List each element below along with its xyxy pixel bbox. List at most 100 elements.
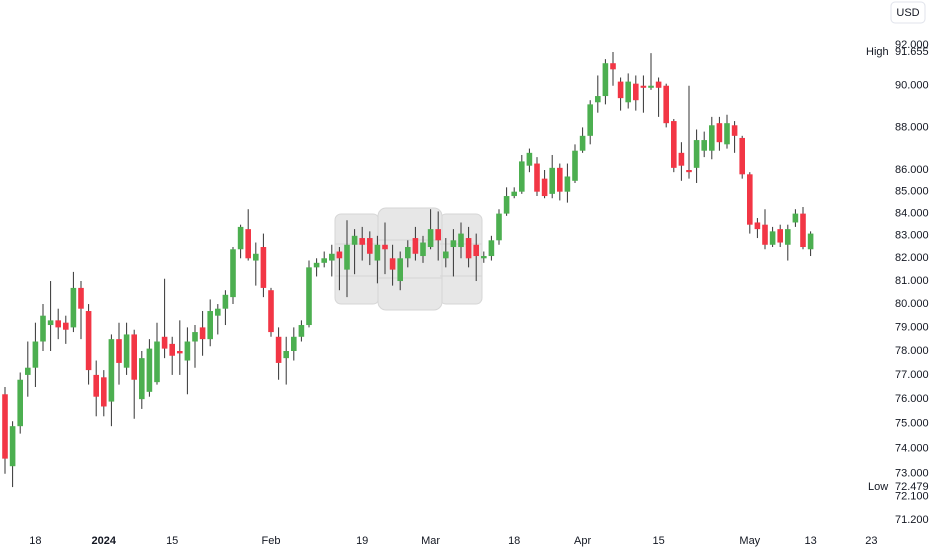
candle-body: [131, 334, 137, 380]
candle-body: [291, 336, 297, 351]
candle-body: [541, 178, 548, 197]
currency-button-box[interactable]: [890, 1, 926, 24]
candle-body: [709, 125, 715, 151]
candle-body: [245, 229, 251, 259]
candle-body: [754, 222, 761, 230]
currency-label[interactable]: USD: [896, 7, 919, 19]
candle-body: [777, 229, 783, 243]
candle-body: [374, 244, 381, 261]
candle-body: [731, 125, 738, 136]
high-value: 91.655: [895, 46, 929, 58]
candle-body: [268, 290, 274, 333]
candle-body: [177, 350, 183, 354]
candle-body: [25, 367, 31, 375]
candle-body: [222, 294, 229, 309]
y-tick-label: 75.000: [895, 418, 929, 430]
candle-body: [671, 121, 677, 168]
y-tick-label: 73.000: [895, 468, 929, 480]
watermark: [334, 207, 483, 311]
candle-body: [32, 341, 39, 368]
currency-button[interactable]: USD: [890, 1, 926, 24]
y-tick-label: 74.000: [895, 442, 929, 454]
candle-body: [139, 358, 145, 400]
candle-body: [693, 140, 700, 168]
candle-body: [101, 377, 107, 407]
candle-body: [306, 267, 312, 326]
candle-body: [640, 85, 647, 88]
candle-body: [207, 311, 213, 340]
candle-body: [678, 152, 685, 166]
candle-body: [253, 253, 259, 261]
candle-body: [519, 161, 525, 192]
candle-body: [762, 224, 768, 245]
candle-body: [724, 123, 730, 145]
candle-body: [534, 163, 540, 192]
y-tick-label: 83.000: [895, 230, 929, 242]
candle-body: [443, 251, 449, 259]
candle-body: [595, 96, 601, 103]
low-label: Low: [868, 481, 888, 493]
candle-body: [610, 63, 616, 70]
candle-body: [579, 135, 586, 151]
candle-body: [215, 308, 221, 316]
low-value: 72.479: [895, 481, 929, 493]
candle-body: [146, 348, 153, 392]
y-tick-label: 88.000: [895, 121, 929, 133]
candle-body: [792, 213, 799, 223]
candle-body: [199, 327, 206, 340]
y-tick-label: 90.000: [895, 80, 929, 92]
candle-body: [807, 233, 814, 250]
candle-body: [123, 334, 130, 368]
candle-body: [230, 249, 236, 298]
candle-body: [648, 85, 654, 88]
y-tick-label: 71.200: [895, 514, 929, 526]
candle-body: [511, 191, 517, 197]
candle-body: [549, 167, 555, 194]
candle-body: [116, 339, 122, 363]
candle-body: [93, 374, 99, 397]
y-tick-label: 76.000: [895, 393, 929, 405]
x-tick-label: May: [739, 535, 760, 547]
candle-body: [572, 150, 578, 181]
x-tick-label: 13: [804, 535, 816, 547]
candle-body: [275, 336, 282, 363]
candle-body: [313, 262, 320, 268]
candle-body: [488, 240, 495, 257]
y-tick-label: 78.000: [895, 345, 929, 357]
candle-body: [800, 213, 806, 248]
candle-body: [55, 320, 61, 328]
candle-body: [161, 336, 168, 349]
y-tick-label: 72.100: [895, 491, 929, 503]
candle-body: [389, 258, 396, 270]
candle-body: [9, 426, 16, 467]
candle-body: [769, 231, 776, 245]
candle-body: [716, 123, 723, 143]
x-tick-label: 15: [166, 535, 178, 547]
candle-body: [701, 140, 707, 151]
candle-body: [435, 229, 441, 241]
y-tick-label: 79.000: [895, 321, 929, 333]
candle-body: [481, 256, 487, 259]
candle-body: [298, 325, 305, 337]
x-tick-label: Feb: [262, 535, 281, 547]
x-tick-label: 15: [652, 535, 664, 547]
candle-body: [192, 332, 198, 342]
candle-body: [397, 258, 403, 282]
x-tick-label: 23: [865, 535, 877, 547]
candle-body: [2, 394, 8, 459]
y-tick-label: 77.000: [895, 369, 929, 381]
candle-body: [602, 63, 609, 97]
candle-body: [526, 152, 533, 166]
y-tick-label: 92.000: [895, 39, 929, 51]
y-tick-label: 81.000: [895, 275, 929, 287]
y-tick-label: 84.000: [895, 208, 929, 220]
x-tick-label: Mar: [421, 535, 440, 547]
candle-body: [663, 85, 669, 124]
x-tick-label: Apr: [574, 535, 591, 547]
candle-body: [382, 244, 388, 250]
candle-body: [465, 238, 472, 259]
candle-body: [785, 229, 791, 245]
y-tick-label: 86.000: [895, 164, 929, 176]
candle-body: [420, 242, 426, 257]
candle-body: [633, 83, 639, 101]
